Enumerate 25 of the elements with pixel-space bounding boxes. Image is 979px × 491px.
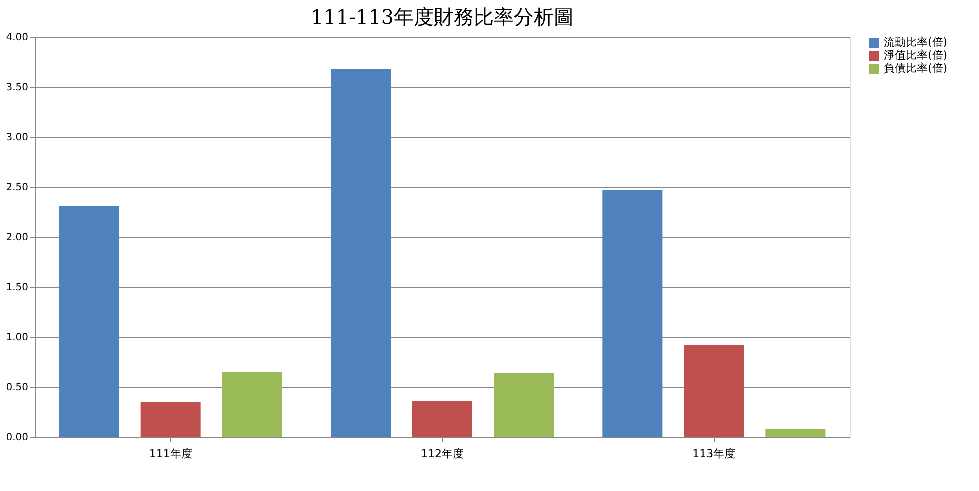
bar xyxy=(59,206,120,437)
chart-title: 111-113年度財務比率分析圖 xyxy=(310,5,574,29)
legend-label: 流動比率(倍) xyxy=(884,36,948,49)
bar xyxy=(494,373,554,437)
bar xyxy=(140,402,201,437)
y-tick-label: 0.50 xyxy=(6,382,28,394)
legend-label: 負債比率(倍) xyxy=(884,62,948,75)
y-tick-label: 2.50 xyxy=(6,182,28,194)
y-tick-label: 0.00 xyxy=(6,432,28,444)
legend-label: 淨值比率(倍) xyxy=(884,49,948,62)
y-tick-label: 1.50 xyxy=(6,282,28,294)
y-tick-label: 1.00 xyxy=(6,332,28,344)
bar xyxy=(602,190,663,437)
bar xyxy=(331,69,391,437)
x-tick-label: 111年度 xyxy=(149,448,192,460)
x-tick-label: 113年度 xyxy=(692,448,736,460)
bar xyxy=(412,401,472,437)
y-tick-label: 2.00 xyxy=(6,232,28,244)
bar xyxy=(222,372,282,437)
x-tick-label: 112年度 xyxy=(421,448,464,460)
y-tick-label: 3.50 xyxy=(6,82,28,94)
y-tick-label: 4.00 xyxy=(6,32,28,44)
y-tick-label: 3.00 xyxy=(6,132,28,144)
bar xyxy=(766,429,826,437)
bar xyxy=(684,345,744,437)
